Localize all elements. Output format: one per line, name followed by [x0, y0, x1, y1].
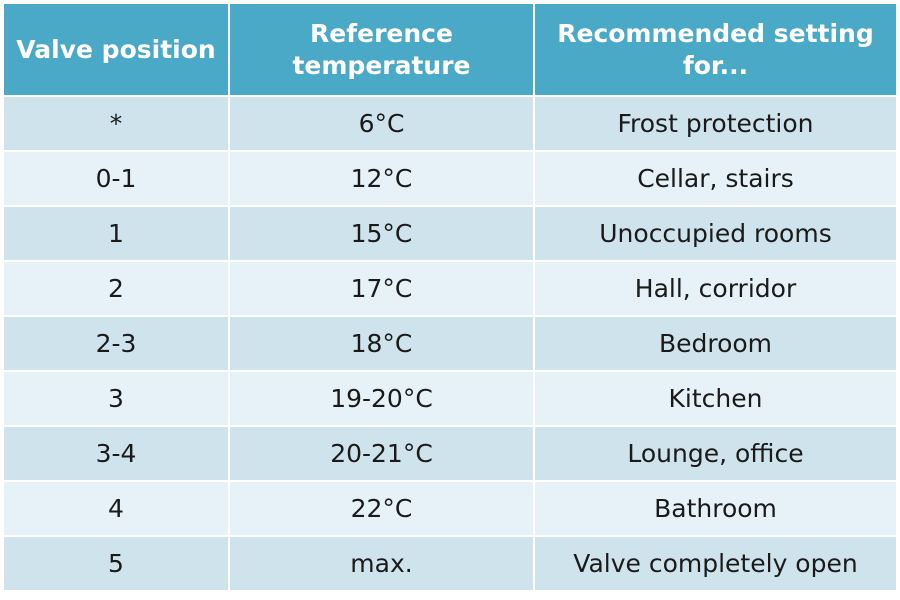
table-cell: 2 — [4, 262, 228, 315]
table-cell: 19-20°C — [230, 372, 533, 425]
table-cell: * — [4, 97, 228, 150]
table-cell: Hall, corridor — [535, 262, 896, 315]
table-cell: 6°C — [230, 97, 533, 150]
table-cell: 0-1 — [4, 152, 228, 205]
table-cell: Cellar, stairs — [535, 152, 896, 205]
table-cell: Lounge, office — [535, 427, 896, 480]
header-cell: Reference temperature — [230, 4, 533, 95]
table-cell: Valve completely open — [535, 537, 896, 590]
table-cell: 20-21°C — [230, 427, 533, 480]
table-cell: 15°C — [230, 207, 533, 260]
table-cell: 3-4 — [4, 427, 228, 480]
table-cell: max. — [230, 537, 533, 590]
settings-table: Valve position Reference temperature Recom… — [4, 4, 896, 590]
table-cell: 17°C — [230, 262, 533, 315]
table-cell: 12°C — [230, 152, 533, 205]
table-cell: Bedroom — [535, 317, 896, 370]
table-cell: 18°C — [230, 317, 533, 370]
table-cell: Kitchen — [535, 372, 896, 425]
table-cell: Bathroom — [535, 482, 896, 535]
header-cell: Valve position — [4, 4, 228, 95]
table-cell: 4 — [4, 482, 228, 535]
table-cell: Unoccupied rooms — [535, 207, 896, 260]
table-cell: 1 — [4, 207, 228, 260]
table-cell: 3 — [4, 372, 228, 425]
table-cell: 22°C — [230, 482, 533, 535]
table-cell: 5 — [4, 537, 228, 590]
table-cell: Frost protection — [535, 97, 896, 150]
header-cell: Recommended setting for... — [535, 4, 896, 95]
table-cell: 2-3 — [4, 317, 228, 370]
